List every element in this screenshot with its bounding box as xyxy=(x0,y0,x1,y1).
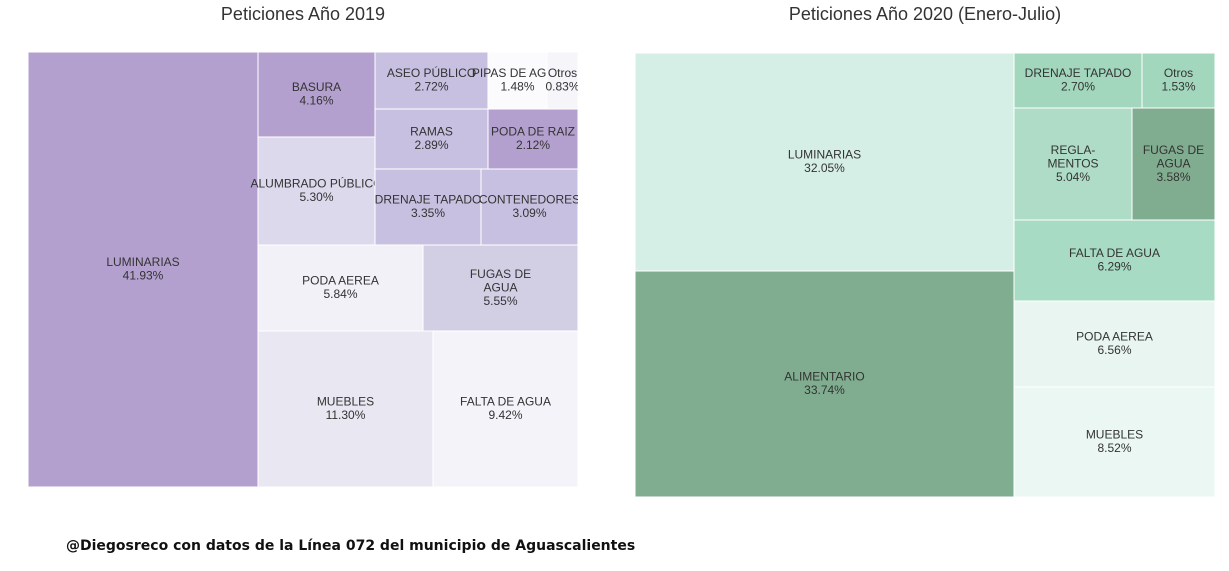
tile-poda-aerea-0 xyxy=(257,244,424,332)
tile-ramas-0 xyxy=(374,108,489,170)
tile-label-muebles-1: MUEBLES xyxy=(1086,428,1143,442)
tile-value-falta-de-agua-1: 6.29% xyxy=(1097,260,1131,274)
tile-otros-0 xyxy=(546,52,578,110)
tile-label-fugas-de-agua-1-0: FUGAS DE xyxy=(1143,143,1204,157)
tile-value-regla-mentos-1: 5.04% xyxy=(1056,170,1090,184)
tile-muebles-1 xyxy=(1013,386,1215,497)
tile-value-alumbrado-publico-0: 5.30% xyxy=(299,190,333,204)
tile-value-luminarias-0: 41.93% xyxy=(123,269,164,283)
tile-label-poda-aerea-0: PODA AEREA xyxy=(302,274,379,288)
tile-label-aseo-publico-0: ASEO PÚBLICO xyxy=(387,65,476,80)
tile-label-drenaje-tapado-1: DRENAJE TAPADO xyxy=(1025,66,1132,80)
tile-label-pipas-de-agua-0: PIPAS DE AGUA xyxy=(472,66,563,80)
tile-value-otros-0: 0.83% xyxy=(545,80,578,94)
tile-value-luminarias-1: 32.05% xyxy=(804,161,845,175)
chart-title-2020: Peticiones Año 2020 (Enero-Julio) xyxy=(788,4,1062,24)
tile-pipas-de-agua-0 xyxy=(487,52,548,110)
tile-contenedores-0 xyxy=(480,168,578,246)
tile-label-falta-de-agua-1: FALTA DE AGUA xyxy=(1069,246,1160,260)
tile-value-poda-aerea-1: 6.56% xyxy=(1097,343,1131,357)
tile-value-drenaje-tapado-1: 2.70% xyxy=(1061,80,1095,94)
tile-alimentario-1 xyxy=(635,270,1015,497)
tile-falta-de-agua-0 xyxy=(432,330,578,487)
tile-label-contenedores-0: CONTENEDORES xyxy=(479,193,578,207)
tile-luminarias-1 xyxy=(635,53,1015,272)
tile-value-ramas-0: 2.89% xyxy=(414,138,448,152)
tile-value-fugas-de-agua-0: 5.55% xyxy=(483,294,517,308)
tile-muebles-0 xyxy=(257,330,434,487)
tile-label-alumbrado-publico-0: ALUMBRADO PÚBLICO xyxy=(250,176,382,191)
tile-label-falta-de-agua-0: FALTA DE AGUA xyxy=(460,395,551,409)
tile-label-luminarias-0: LUMINARIAS xyxy=(106,255,179,269)
tile-value-otros-1: 1.53% xyxy=(1161,80,1195,94)
tile-label-poda-de-raiz-0: PODA DE RAIZ xyxy=(491,125,575,139)
tile-value-muebles-0: 11.30% xyxy=(326,408,366,422)
tile-value-alimentario-1: 33.74% xyxy=(804,383,845,397)
tile-luminarias-0 xyxy=(28,52,259,487)
tile-alumbrado-publico-0 xyxy=(257,136,376,246)
tile-fugas-de-agua-1 xyxy=(1131,107,1215,221)
tile-label-drenaje-tapado-0: DRENAJE TAPADO xyxy=(375,193,482,207)
tile-poda-aerea-1 xyxy=(1013,300,1215,388)
tile-value-contenedores-0: 3.09% xyxy=(512,206,546,220)
tile-label-fugas-de-agua-1-1: AGUA xyxy=(1156,156,1190,170)
tile-label-fugas-de-agua-0-1: AGUA xyxy=(483,280,517,294)
tile-label-fugas-de-agua-0-0: FUGAS DE xyxy=(470,267,531,281)
tile-drenaje-tapado-0 xyxy=(374,168,482,246)
tile-value-poda-aerea-0: 5.84% xyxy=(323,287,357,301)
tile-label-luminarias-1: LUMINARIAS xyxy=(788,148,861,162)
tile-value-basura-0: 4.16% xyxy=(299,94,333,108)
footer-credit: @Diegosreco con datos de la Línea 072 de… xyxy=(66,538,636,554)
tile-value-muebles-1: 8.52% xyxy=(1097,441,1131,455)
tile-label-poda-aerea-1: PODA AEREA xyxy=(1076,330,1153,344)
tile-falta-de-agua-1 xyxy=(1013,219,1215,302)
tile-drenaje-tapado-1 xyxy=(1013,53,1143,109)
chart-title-2019: Peticiones Año 2019 xyxy=(220,4,386,24)
tile-fugas-de-agua-0 xyxy=(422,244,578,332)
tile-label-ramas-0: RAMAS xyxy=(410,125,453,139)
tile-label-basura-0: BASURA xyxy=(292,80,341,94)
tile-label-regla-mentos-1-0: REGLA- xyxy=(1051,143,1096,157)
tile-label-otros-0: Otros xyxy=(548,66,577,80)
tile-label-regla-mentos-1-1: MENTOS xyxy=(1047,156,1098,170)
tile-value-pipas-de-agua-0: 1.48% xyxy=(500,80,534,94)
tile-value-drenaje-tapado-0: 3.35% xyxy=(411,206,445,220)
tile-value-poda-de-raiz-0: 2.12% xyxy=(516,138,550,152)
tile-value-falta-de-agua-0: 9.42% xyxy=(488,408,522,422)
tile-label-muebles-0: MUEBLES xyxy=(317,395,374,409)
tile-basura-0 xyxy=(257,52,376,138)
tile-label-alimentario-1: ALIMENTARIO xyxy=(784,370,864,384)
tile-value-aseo-publico-0: 2.72% xyxy=(414,80,448,94)
tile-label-otros-1: Otros xyxy=(1164,66,1193,80)
tile-value-fugas-de-agua-1: 3.58% xyxy=(1156,170,1190,184)
